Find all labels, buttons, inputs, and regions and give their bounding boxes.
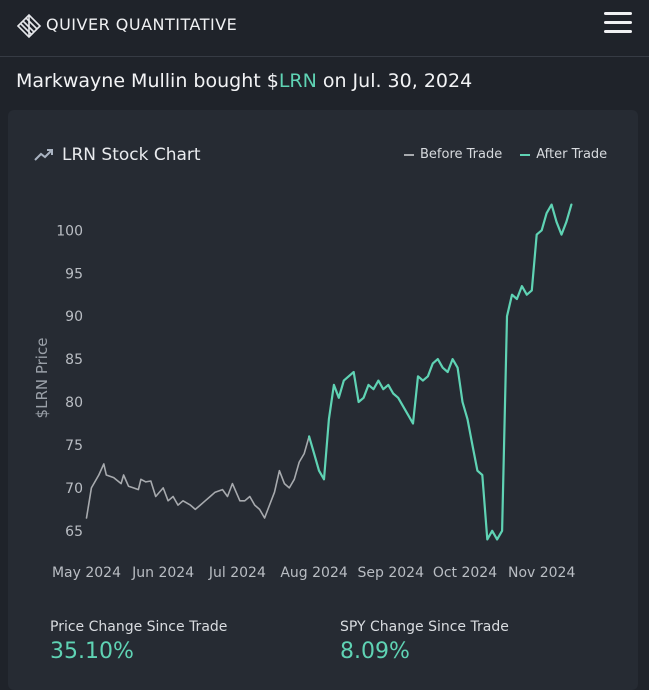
hamburger-menu-icon[interactable]: [604, 12, 632, 36]
legend-label-after: After Trade: [536, 147, 608, 162]
trending-up-icon: [34, 149, 53, 161]
spy-change-stat: SPY Change Since Trade 8.09%: [340, 619, 509, 664]
quiver-logo-icon[interactable]: [15, 12, 43, 40]
spy-change-value: 8.09%: [340, 639, 410, 664]
legend-after-trade[interactable]: After Trade: [520, 147, 607, 162]
page-title: Markwayne Mullin bought $LRN on Jul. 30,…: [16, 70, 472, 92]
price-change-value: 35.10%: [50, 639, 134, 664]
chart-title-text: LRN Stock Chart: [62, 145, 201, 165]
title-prefix: Markwayne Mullin bought $: [16, 70, 279, 92]
ticker-link[interactable]: LRN: [278, 70, 317, 92]
legend-label-before: Before Trade: [420, 147, 503, 162]
title-suffix: on Jul. 30, 2024: [316, 70, 473, 92]
price-change-label: Price Change Since Trade: [50, 619, 228, 635]
price-change-stat: Price Change Since Trade 35.10%: [50, 619, 227, 664]
legend-before-trade[interactable]: Before Trade: [404, 147, 502, 162]
stock-chart-card: [8, 110, 638, 690]
spy-change-label: SPY Change Since Trade: [340, 619, 509, 635]
chart-title: LRN Stock Chart: [34, 145, 201, 165]
top-navigation-bar: QUIVER QUANTITATIVE: [0, 0, 649, 57]
chart-legend: Before Trade After Trade: [404, 147, 607, 162]
brand-name[interactable]: QUIVER QUANTITATIVE: [46, 15, 238, 34]
legend-swatch-before: [404, 153, 414, 156]
legend-swatch-after: [520, 153, 531, 156]
